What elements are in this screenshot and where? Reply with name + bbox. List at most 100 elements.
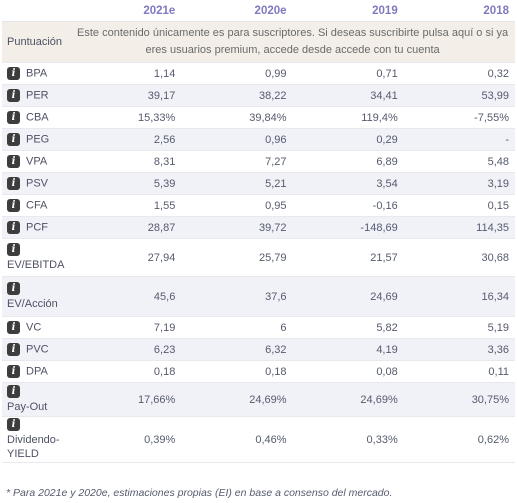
value-cell-2019: 6,89 [292,150,404,173]
table-row: i CFA 1,55 0,95 -0,16 0,15 [2,194,515,217]
value-cell-2019: 3,54 [292,172,404,195]
metric-name-per: PER [26,89,49,102]
value-cell-2018: 0,32 [403,62,515,85]
value-cell-2019: 34,41 [292,84,404,107]
value-cell-2021e: 0,39% [70,416,182,464]
value-cell-2020e: 6 [181,316,293,339]
metric-label-cell: i DPA [2,360,71,383]
value-cell-2021e: 45,6 [70,276,182,317]
value-cell-2021e: 39,17 [70,84,182,107]
metric-label-cell: i Pay-Out [2,382,71,417]
info-icon[interactable]: i [7,133,20,146]
info-icon[interactable]: i [7,67,20,80]
metric-name-cba: CBA [26,111,49,124]
metric-label-cell: i BPA [2,62,71,85]
value-cell-2021e: 7,19 [70,316,182,339]
value-cell-2018: 0,11 [403,360,515,383]
info-icon[interactable]: i [7,221,20,234]
table-row: i EV/Acción 45,6 37,6 24,69 16,34 [2,276,515,317]
metric-name-cfa: CFA [26,199,48,212]
metric-name-dividendo-yield: Dividendo-YIELD [7,434,60,461]
metric-name-ev-acci-n: EV/Acción [7,298,58,311]
info-icon[interactable]: i [7,177,20,190]
table-row: i BPA 1,14 0,99 0,71 0,32 [2,62,515,85]
value-cell-2019: 21,57 [292,238,404,277]
value-cell-2018: 3,36 [403,338,515,361]
footnote: * Para 2021e y 2020e, estimaciones propi… [6,487,393,499]
table-row: i Dividendo-YIELD 0,39% 0,46% 0,33% 0,62% [2,416,515,464]
column-header-2019[interactable]: 2019 [292,0,404,22]
value-cell-2019: -148,69 [292,216,404,239]
value-cell-2020e: 7,27 [181,150,293,173]
value-cell-2019: 0,29 [292,128,404,151]
metric-label-cell: i CFA [2,194,71,217]
info-icon[interactable]: i [7,155,20,168]
table-row: i PSV 5,39 5,21 3,54 3,19 [2,172,515,195]
metric-label-cell: i EV/EBITDA [2,238,71,277]
column-header-2020e[interactable]: 2020e [181,0,293,22]
header-empty-cell [2,0,71,22]
value-cell-2020e: 0,46% [181,416,293,464]
value-cell-2020e: 24,69% [181,382,293,417]
info-icon[interactable]: i [7,281,20,295]
metric-label-cell: i PCF [2,216,71,239]
value-cell-2020e: 39,72 [181,216,293,239]
value-cell-2021e: 2,56 [70,128,182,151]
subscriber-notice[interactable]: Este contenido únicamente es para suscri… [70,21,515,63]
value-cell-2021e: 15,33% [70,106,182,129]
value-cell-2021e: 1,14 [70,62,182,85]
info-icon[interactable]: i [7,242,20,256]
metric-name-vpa: VPA [26,155,48,168]
info-icon[interactable]: i [7,89,20,102]
value-cell-2020e: 0,18 [181,360,293,383]
table-row: i VC 7,19 6 5,82 5,19 [2,316,515,339]
metric-name-vc: VC [26,321,42,334]
value-cell-2020e: 25,79 [181,238,293,277]
metric-name-peg: PEG [26,133,50,146]
metric-label-cell: i VPA [2,150,71,173]
value-cell-2018: 114,35 [403,216,515,239]
metric-label-cell: i VC [2,316,71,339]
value-cell-2018: 5,48 [403,150,515,173]
metric-label-cell: i PVC [2,338,71,361]
value-cell-2018: 5,19 [403,316,515,339]
metric-name-pay-out: Pay-Out [7,401,48,414]
column-header-2018[interactable]: 2018 [403,0,515,22]
metric-name-pcf: PCF [26,221,48,234]
info-icon[interactable]: i [7,321,20,334]
value-cell-2019: -0,16 [292,194,404,217]
info-icon[interactable]: i [7,199,20,212]
table-row: i PCF 28,87 39,72 -148,69 114,35 [2,216,515,239]
metric-label-cell: i PER [2,84,71,107]
subscriber-notice-row: Puntuación Este contenido únicamente es … [2,21,515,63]
metric-label-cell: i PEG [2,128,71,151]
metric-name-bpa: BPA [26,67,48,80]
value-cell-2021e: 6,23 [70,338,182,361]
value-cell-2020e: 0,96 [181,128,293,151]
info-icon[interactable]: i [7,365,20,378]
table-row: i VPA 8,31 7,27 6,89 5,48 [2,150,515,173]
table-row: i PER 39,17 38,22 34,41 53,99 [2,84,515,107]
info-icon[interactable]: i [7,343,20,356]
value-cell-2019: 24,69% [292,382,404,417]
value-cell-2018: 16,34 [403,276,515,317]
value-cell-2019: 0,71 [292,62,404,85]
value-cell-2019: 0,08 [292,360,404,383]
value-cell-2020e: 39,84% [181,106,293,129]
value-cell-2021e: 17,66% [70,382,182,417]
column-header-2021e[interactable]: 2021e [70,0,182,22]
puntuacion-label: Puntuación [2,21,71,63]
value-cell-2018: 30,68 [403,238,515,277]
info-icon[interactable]: i [7,111,20,124]
info-icon[interactable]: i [7,418,20,431]
value-cell-2020e: 37,6 [181,276,293,317]
table-row: i PEG 2,56 0,96 0,29- [2,128,515,151]
value-cell-2018: -7,55% [403,106,515,129]
metric-label-cell: i EV/Acción [2,276,71,317]
info-icon[interactable]: i [7,384,20,398]
value-cell-2019: 24,69 [292,276,404,317]
metric-name-pvc: PVC [26,343,49,356]
value-cell-2020e: 5,21 [181,172,293,195]
value-cell-2018: 0,62% [403,416,515,464]
value-cell-2018: 53,99 [403,84,515,107]
